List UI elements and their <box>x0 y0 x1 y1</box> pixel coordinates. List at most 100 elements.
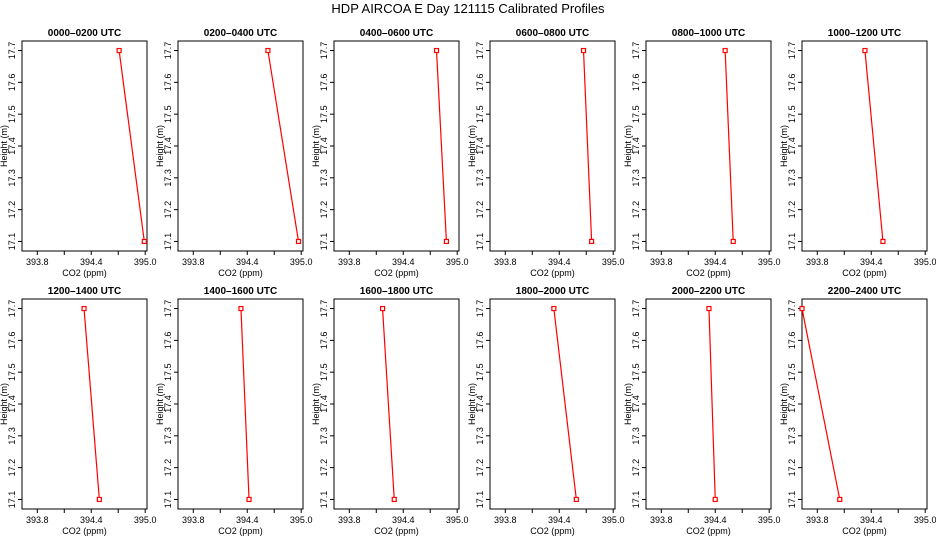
x-tick-label: 395.0 <box>134 257 157 267</box>
y-axis-label: Height (m) <box>467 125 477 167</box>
y-tick-label: 17.5 <box>787 105 797 123</box>
y-tick-label: 17.5 <box>787 363 797 381</box>
y-tick-label: 17.3 <box>319 427 329 445</box>
x-tick-label: 393.8 <box>338 515 361 525</box>
y-tick-label: 17.6 <box>7 74 17 92</box>
x-tick-label: 395.0 <box>602 257 625 267</box>
panel-title: 0600–0800 UTC <box>516 28 589 39</box>
x-tick-label: 393.8 <box>494 257 517 267</box>
data-point <box>580 47 587 54</box>
y-tick-label: 17.2 <box>787 201 797 219</box>
y-tick-label: 17.4 <box>787 395 797 413</box>
y-tick-label: 17.7 <box>319 300 329 318</box>
panel-11: 2200–2400 UTC 393.8 394.4 395.0 17.1 17.2 17.3… <box>779 286 936 536</box>
y-tick-label: 17.5 <box>319 363 329 381</box>
data-point <box>589 238 595 245</box>
x-tick-label: 395.0 <box>446 257 469 267</box>
x-axis-label: CO2 (ppm) <box>530 268 575 278</box>
panel-1: 0200–0400 UTC 393.8 394.4 395.0 17.1 17.2 17.3… <box>155 28 312 278</box>
y-tick-label: 17.1 <box>787 233 797 251</box>
y-tick-label: 17.2 <box>319 201 329 219</box>
x-axis-label: CO2 (ppm) <box>374 526 419 536</box>
panel-title: 0200–0400 UTC <box>204 28 277 39</box>
x-tick-label: 394.4 <box>80 515 103 525</box>
y-tick-label: 17.2 <box>475 459 485 477</box>
y-tick-label: 17.6 <box>163 332 173 350</box>
y-tick-label: 17.7 <box>163 42 173 60</box>
x-tick-label: 395.0 <box>758 515 781 525</box>
y-tick-label: 17.7 <box>319 42 329 60</box>
x-tick-label: 395.0 <box>914 515 936 525</box>
plot-frame <box>333 298 460 510</box>
x-tick-label: 393.8 <box>650 515 673 525</box>
profile-line <box>708 308 716 500</box>
y-tick-label: 17.1 <box>631 491 641 509</box>
data-point <box>379 305 386 312</box>
y-tick-label: 17.7 <box>787 300 797 318</box>
data-point <box>116 47 122 54</box>
panel-title: 0000–0200 UTC <box>48 28 121 39</box>
profile-line <box>724 50 734 242</box>
x-tick-label: 393.8 <box>182 257 205 267</box>
y-tick-label: 17.7 <box>7 300 17 318</box>
x-axis-label: CO2 (ppm) <box>62 526 107 536</box>
panel-title: 1000–1200 UTC <box>828 28 901 39</box>
y-tick-label: 17.7 <box>787 42 797 60</box>
y-tick-label: 17.5 <box>319 105 329 123</box>
y-tick-label: 17.5 <box>163 105 173 123</box>
y-tick-label: 17.1 <box>163 233 173 251</box>
y-tick-label: 17.4 <box>319 137 329 155</box>
x-axis-label: CO2 (ppm) <box>62 268 107 278</box>
data-point <box>730 238 736 245</box>
y-tick-label: 17.4 <box>7 137 17 155</box>
data-point <box>246 496 252 503</box>
main-title: HDP AIRCOA E Day 121115 Calibrated Profi… <box>331 1 605 16</box>
data-point <box>81 305 87 312</box>
x-tick-label: 393.8 <box>806 515 829 525</box>
y-tick-label: 17.2 <box>631 201 641 219</box>
panel-6: 1200–1400 UTC 393.8 394.4 395.0 17.1 17.2 17.3… <box>0 286 156 536</box>
y-axis-label: Height (m) <box>779 383 789 425</box>
profile-line <box>864 50 884 242</box>
y-tick-label: 17.1 <box>7 491 17 509</box>
y-tick-label: 17.3 <box>631 169 641 187</box>
x-tick-label: 393.8 <box>182 515 205 525</box>
profile-line <box>118 50 145 242</box>
panel-0: 0000–0200 UTC 393.8 394.4 395.0 17.1 17.2 17.3… <box>0 28 156 278</box>
data-point <box>295 238 302 245</box>
y-tick-label: 17.4 <box>631 137 641 155</box>
x-tick-label: 393.8 <box>806 257 829 267</box>
y-tick-label: 17.7 <box>475 42 485 60</box>
y-tick-label: 17.3 <box>475 427 485 445</box>
y-tick-label: 17.6 <box>7 332 17 350</box>
plot-frame <box>177 298 304 510</box>
profile-line <box>801 308 841 500</box>
y-axis-label: Height (m) <box>623 125 633 167</box>
plot-frame <box>489 298 616 510</box>
x-tick-label: 393.8 <box>338 257 361 267</box>
y-tick-label: 17.4 <box>319 395 329 413</box>
plot-frame <box>645 298 772 510</box>
y-tick-label: 17.7 <box>631 42 641 60</box>
x-tick-label: 395.0 <box>758 257 781 267</box>
data-point <box>706 305 712 312</box>
panel-title: 1200–1400 UTC <box>48 286 121 297</box>
x-tick-label: 394.4 <box>236 257 259 267</box>
x-axis-label: CO2 (ppm) <box>842 526 887 536</box>
y-tick-label: 17.4 <box>475 395 485 413</box>
y-axis-label: Height (m) <box>623 383 633 425</box>
y-tick-label: 17.5 <box>631 363 641 381</box>
x-tick-label: 394.4 <box>860 515 883 525</box>
y-tick-label: 17.6 <box>163 74 173 92</box>
data-point <box>551 305 557 312</box>
y-tick-label: 17.4 <box>163 395 173 413</box>
y-tick-label: 17.2 <box>631 459 641 477</box>
data-point <box>96 496 102 503</box>
y-tick-label: 17.2 <box>475 201 485 219</box>
y-tick-label: 17.2 <box>319 459 329 477</box>
data-point <box>880 238 886 245</box>
panel-8: 1600–1800 UTC 393.8 394.4 395.0 17.1 17.2 17.3… <box>311 286 468 536</box>
panel-7: 1400–1600 UTC 393.8 394.4 395.0 17.1 17.2 17.3… <box>155 286 312 536</box>
plot-frame <box>801 40 928 252</box>
panel-title: 0400–0600 UTC <box>360 28 433 39</box>
